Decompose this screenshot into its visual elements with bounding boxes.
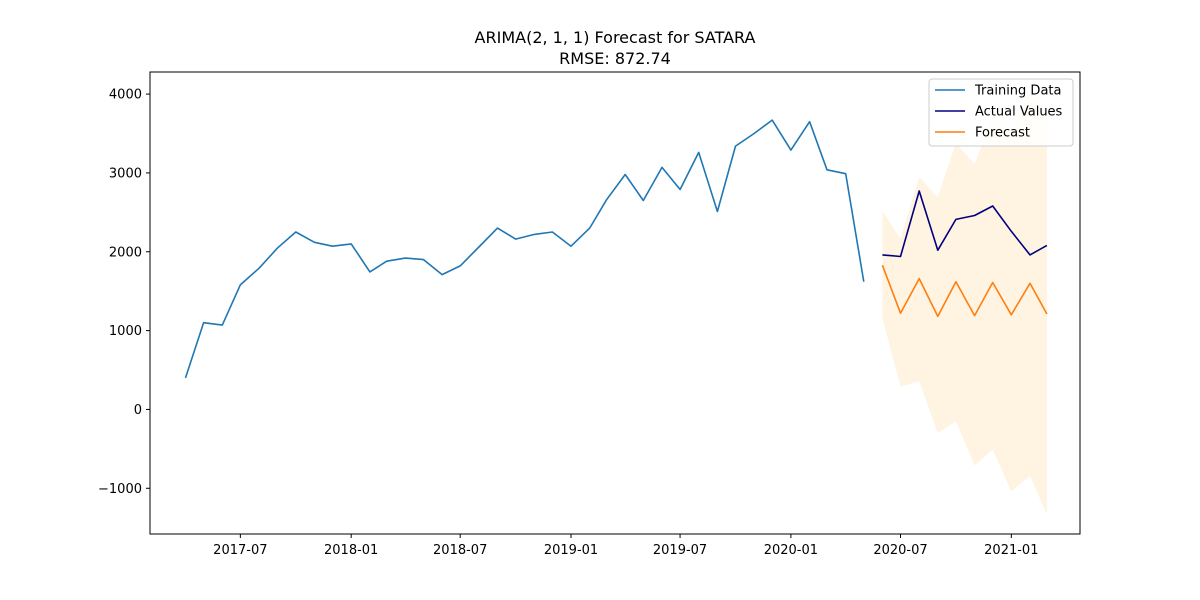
y-tick-label: 1000 xyxy=(109,324,142,339)
x-axis: 2017-07 2018-01 2018-07 2019-01 2019-07 2020-… xyxy=(213,534,1038,558)
series-line-actual-values xyxy=(882,190,1048,258)
x-tick-label: 2021-01 xyxy=(984,543,1038,558)
y-axis: −1000 0 1000 2000 3000 4000 xyxy=(98,88,150,497)
x-tick-label: 2017-07 xyxy=(213,543,267,558)
y-tick-label: 2000 xyxy=(109,245,142,260)
chart-subtitle: RMSE: 872.74 xyxy=(559,49,671,68)
x-tick-label: 2019-07 xyxy=(653,543,707,558)
x-tick-label: 2019-01 xyxy=(544,543,598,558)
y-tick-label: 3000 xyxy=(109,166,142,181)
legend-label: Training Data xyxy=(974,84,1061,99)
x-tick-label: 2020-07 xyxy=(873,543,927,558)
x-tick-label: 2018-07 xyxy=(433,543,487,558)
chart-title: ARIMA(2, 1, 1) Forecast for SATARA xyxy=(475,28,756,47)
legend-label: Actual Values xyxy=(975,105,1063,120)
y-tick-label: 4000 xyxy=(109,88,142,103)
x-tick-label: 2018-01 xyxy=(324,543,378,558)
plot-area-frame xyxy=(149,71,1081,535)
confidence-interval-layer xyxy=(882,89,1047,515)
legend-label: Forecast xyxy=(975,126,1030,141)
y-tick-label: −1000 xyxy=(98,482,142,497)
series-line-training-data xyxy=(184,119,865,379)
series-lines-layer xyxy=(184,119,1048,379)
legend-frame xyxy=(928,78,1074,147)
y-tick-label: 0 xyxy=(134,403,142,418)
forecast-confidence-band xyxy=(882,89,1047,515)
series-line-forecast xyxy=(881,264,1048,318)
x-tick-label: 2020-01 xyxy=(764,543,818,558)
legend: Training Data Actual Values Forecast xyxy=(928,78,1074,147)
